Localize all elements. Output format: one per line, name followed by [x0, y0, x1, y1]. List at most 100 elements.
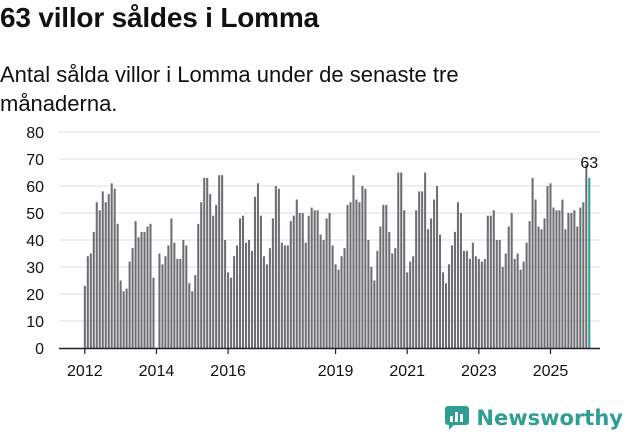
bar	[137, 237, 140, 348]
bar	[131, 248, 134, 348]
bar	[149, 223, 152, 348]
bar	[543, 218, 546, 348]
bar	[468, 258, 471, 348]
bar	[140, 231, 143, 348]
bar	[119, 280, 122, 348]
bar	[194, 275, 197, 348]
annotations: 63	[580, 155, 598, 172]
bar	[283, 245, 286, 348]
bar	[346, 204, 349, 348]
bar	[385, 204, 388, 348]
bar	[334, 264, 337, 348]
bar	[298, 213, 301, 348]
bar	[525, 242, 528, 348]
bar	[188, 283, 191, 348]
bar	[439, 234, 442, 348]
bar	[134, 221, 137, 348]
bar	[358, 202, 361, 348]
bar	[227, 272, 230, 348]
bar	[483, 258, 486, 348]
bar	[388, 231, 391, 348]
bar	[540, 229, 543, 348]
bar	[361, 186, 364, 348]
bar	[462, 250, 465, 348]
bar	[504, 253, 507, 348]
bar	[182, 240, 185, 348]
bar	[349, 202, 352, 348]
bar	[355, 199, 358, 348]
bar	[224, 240, 227, 348]
x-tick-label: 2023	[461, 363, 497, 380]
bar	[412, 256, 415, 348]
bar	[456, 202, 459, 348]
bar	[418, 191, 421, 348]
bars	[83, 164, 591, 348]
bar	[397, 172, 400, 348]
y-tick-label: 50	[26, 206, 44, 223]
bar	[489, 215, 492, 348]
bar	[268, 248, 271, 348]
bar	[331, 245, 334, 348]
x-tick-label: 2014	[139, 363, 175, 380]
bar	[516, 253, 519, 348]
bar	[319, 234, 322, 348]
bar	[304, 242, 307, 348]
bar	[486, 215, 489, 348]
bar	[528, 221, 531, 348]
bar	[391, 253, 394, 348]
bar	[185, 245, 188, 348]
bar	[579, 207, 582, 348]
chart-subtitle: Antal sålda villor i Lomma under de sena…	[0, 62, 459, 116]
bar	[564, 229, 567, 348]
brand-logo[interactable]: Newsworthy	[444, 405, 623, 431]
bar	[442, 272, 445, 348]
bar	[116, 223, 119, 348]
bar	[373, 280, 376, 348]
bar	[107, 194, 110, 348]
bar	[567, 213, 570, 348]
bar	[250, 250, 254, 348]
bar	[101, 191, 104, 348]
y-tick-label: 30	[26, 260, 44, 277]
bar	[146, 226, 149, 348]
y-tick-label: 20	[26, 287, 44, 304]
bar	[510, 213, 513, 348]
bar	[197, 223, 200, 348]
bar	[89, 253, 92, 348]
bar	[313, 210, 316, 348]
bar	[286, 245, 289, 348]
bar	[128, 261, 131, 348]
bar	[507, 226, 510, 348]
bar	[242, 215, 245, 348]
bar	[498, 240, 501, 348]
bar	[325, 218, 328, 348]
bar	[340, 256, 343, 348]
bar	[573, 210, 576, 348]
bar	[158, 253, 161, 348]
bar	[310, 207, 313, 348]
y-tick-label: 10	[26, 314, 44, 331]
bar	[364, 188, 367, 348]
last-value-label: 63	[580, 155, 598, 172]
bar	[343, 248, 346, 348]
bar	[444, 283, 448, 348]
y-tick-label: 60	[26, 179, 44, 196]
bar	[206, 177, 209, 348]
bar	[459, 213, 462, 348]
bar	[301, 213, 304, 348]
bar	[292, 215, 295, 348]
y-tick-label: 40	[26, 233, 44, 250]
bar	[519, 269, 522, 348]
bar	[122, 291, 125, 348]
bar	[83, 285, 86, 348]
bar	[86, 256, 89, 348]
y-tick-label: 80	[26, 125, 44, 142]
bar	[218, 175, 221, 348]
bar	[382, 204, 385, 348]
bar	[277, 188, 280, 348]
bar	[244, 242, 248, 348]
bar	[289, 221, 292, 348]
bar	[480, 261, 483, 348]
bar	[274, 186, 277, 348]
bar	[436, 186, 439, 348]
